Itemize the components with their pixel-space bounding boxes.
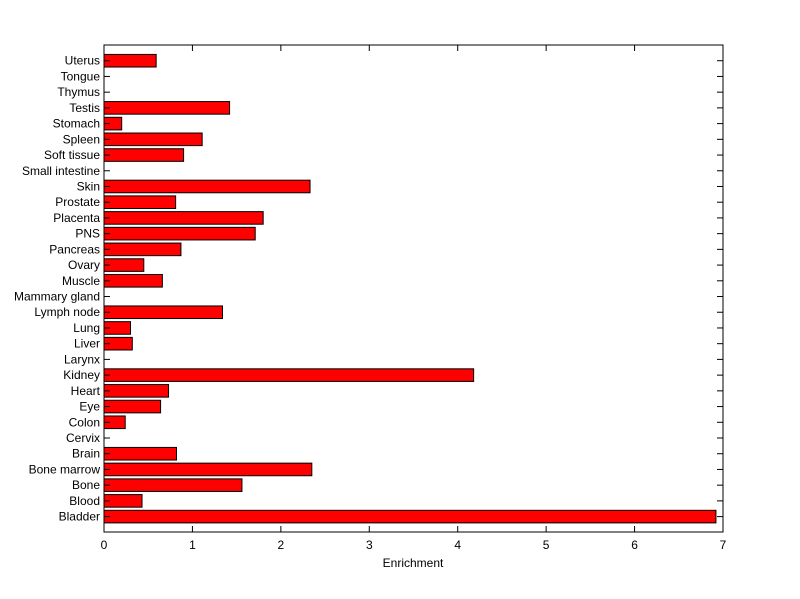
y-tick-label-larynx: Larynx	[64, 352, 100, 366]
bar-testis	[103, 101, 231, 115]
y-tick-label-lung: Lung	[73, 321, 100, 335]
bar-muscle	[103, 274, 163, 288]
bar-eye	[103, 399, 162, 414]
y-tick-label-skin: Skin	[77, 179, 100, 193]
bar-uterus	[103, 53, 157, 68]
y-tick-label-testis: Testis	[69, 101, 100, 115]
bar-heart	[103, 384, 170, 398]
y-tick-label-bladder: Bladder	[59, 510, 100, 524]
y-tick-label-heart: Heart	[71, 384, 101, 398]
y-tick-label-brain: Brain	[72, 447, 100, 461]
y-tick-label-prostate: Prostate	[55, 195, 100, 209]
x-axis-label: Enrichment	[383, 556, 444, 570]
x-tick-label-0: 0	[101, 538, 108, 552]
x-tick-label-1: 1	[189, 538, 196, 552]
x-tick-label-4: 4	[454, 538, 461, 552]
y-tick-label-mammary-gland: Mammary gland	[14, 290, 100, 304]
y-tick-label-thymus: Thymus	[57, 85, 100, 99]
y-tick-label-kidney: Kidney	[63, 368, 100, 382]
y-tick-label-muscle: Muscle	[62, 274, 100, 288]
x-tick-labels: 0 1 2 3 4 5 6 7	[101, 538, 727, 552]
y-tick-label-ovary: Ovary	[68, 258, 100, 272]
bar-pns	[103, 226, 256, 241]
bar-brain	[103, 446, 178, 461]
x-tick-label-5: 5	[543, 538, 550, 552]
x-tick-label-6: 6	[631, 538, 638, 552]
y-tick-label-colon: Colon	[69, 415, 100, 429]
ticks-layer	[103, 45, 724, 532]
bar-bone	[103, 478, 243, 492]
bar-kidney	[103, 368, 475, 382]
y-tick-label-small-intestine: Small intestine	[22, 164, 100, 178]
plot-area	[104, 45, 723, 532]
x-tick-label-7: 7	[720, 538, 727, 552]
bar-bone-marrow	[103, 462, 313, 477]
bar-bladder	[103, 509, 717, 524]
y-tick-label-bone-marrow: Bone marrow	[29, 462, 101, 476]
y-tick-label-bone: Bone	[72, 478, 100, 492]
bar-placenta	[103, 211, 264, 225]
y-tick-label-spleen: Spleen	[63, 132, 100, 146]
y-tick-label-blood: Blood	[69, 494, 100, 508]
bar-soft-tissue	[103, 148, 185, 162]
y-tick-label-liver: Liver	[74, 337, 100, 351]
y-tick-label-pns: PNS	[75, 227, 100, 241]
bar-lymph-node	[103, 305, 223, 320]
x-tick-label-3: 3	[366, 538, 373, 552]
y-tick-label-stomach: Stomach	[53, 117, 100, 131]
y-tick-label-placenta: Placenta	[53, 211, 100, 225]
bar-pancreas	[103, 242, 182, 257]
y-tick-label-eye: Eye	[79, 400, 100, 414]
y-tick-label-cervix: Cervix	[66, 431, 100, 445]
x-tick-label-2: 2	[278, 538, 285, 552]
y-tick-label-lymph-node: Lymph node	[34, 305, 100, 319]
y-tick-label-pancreas: Pancreas	[49, 242, 100, 256]
bar-prostate	[103, 195, 177, 209]
y-tick-label-uterus: Uterus	[65, 54, 100, 68]
y-tick-label-soft-tissue: Soft tissue	[44, 148, 100, 162]
bar-spleen	[103, 132, 203, 147]
bar-skin	[103, 179, 311, 194]
plot-frame	[103, 44, 724, 533]
y-tick-label-tongue: Tongue	[61, 69, 101, 83]
